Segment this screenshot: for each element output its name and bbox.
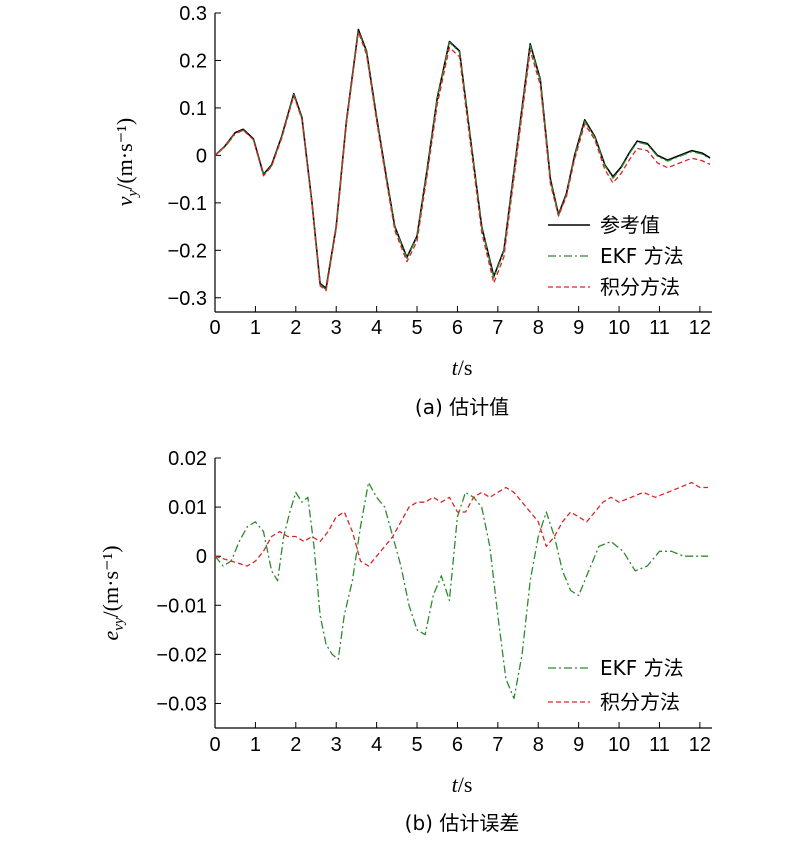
y-tick-label: 0.3 <box>179 3 207 25</box>
x-tick-label: 4 <box>371 734 382 756</box>
legend-label: 参考值 <box>600 213 660 237</box>
chart-estimation-error: 0 1 2 3 4 5 6 7 8 9 10 11 12−0.03−0.02−0.0100.010.02… <box>98 448 712 835</box>
x-tick-label: 7 <box>492 317 503 339</box>
x-tick-label: 3 <box>331 734 342 756</box>
x-tick-label: 7 <box>492 734 503 756</box>
chart-caption: (b) 估计误差 <box>405 811 520 835</box>
x-tick-label: 8 <box>533 734 544 756</box>
x-tick-label: 6 <box>452 317 463 339</box>
legend-label: 积分方法 <box>600 690 680 714</box>
x-tick-label: 12 <box>689 317 711 339</box>
y-tick-label: 0.02 <box>168 448 207 470</box>
x-tick-label: 1 <box>250 734 261 756</box>
series-line <box>214 481 708 567</box>
x-tick-label: 3 <box>331 317 342 339</box>
y-tick-label: −0.3 <box>168 288 207 310</box>
y-tick-label: 0.01 <box>168 497 207 519</box>
y-tick-label: 0 <box>196 145 207 167</box>
x-tick-label: 11 <box>649 734 670 756</box>
x-axis-title: t/s <box>452 355 473 380</box>
y-tick-label: 0 <box>196 546 207 568</box>
y-tick-label: −0.02 <box>156 644 207 666</box>
series-line <box>214 481 708 700</box>
legend-label: EKF 方法 <box>600 244 684 268</box>
legend-label: EKF 方法 <box>600 656 684 680</box>
y-tick-label: −0.01 <box>156 595 207 617</box>
y-tick-label: −0.03 <box>156 693 207 715</box>
x-tick-label: 2 <box>290 317 301 339</box>
x-tick-label: 5 <box>411 734 422 756</box>
y-axis-title: evy/(m·s⁻¹) <box>98 545 127 640</box>
x-tick-label: 10 <box>608 317 630 339</box>
y-tick-label: −0.1 <box>168 193 207 215</box>
x-tick-label: 8 <box>533 317 544 339</box>
x-tick-label: 12 <box>689 734 711 756</box>
x-tick-label: 4 <box>371 317 382 339</box>
x-tick-label: 6 <box>452 734 463 756</box>
x-tick-label: 0 <box>209 317 220 339</box>
x-tick-label: 11 <box>649 317 670 339</box>
x-tick-label: 10 <box>608 734 630 756</box>
y-axis-title: vy/(m·s⁻¹) <box>112 118 141 206</box>
x-tick-label: 9 <box>573 317 584 339</box>
x-tick-label: 0 <box>209 734 220 756</box>
x-tick-label: 1 <box>250 317 261 339</box>
series-line <box>214 31 711 292</box>
y-tick-label: −0.2 <box>168 240 207 262</box>
legend-label: 积分方法 <box>600 275 680 299</box>
chart-caption: (a) 估计值 <box>415 395 509 419</box>
y-tick-label: 0.1 <box>179 98 207 120</box>
x-tick-label: 5 <box>411 317 422 339</box>
y-tick-label: 0.2 <box>179 50 207 72</box>
chart-velocity-estimate: 0 1 2 3 4 5 6 7 8 9 10 11 12−0.3−0.2−0.100.10.20.3参考… <box>112 3 712 419</box>
x-axis-title: t/s <box>452 772 473 797</box>
x-tick-label: 9 <box>573 734 584 756</box>
x-tick-label: 2 <box>290 734 301 756</box>
series-line <box>214 30 711 291</box>
